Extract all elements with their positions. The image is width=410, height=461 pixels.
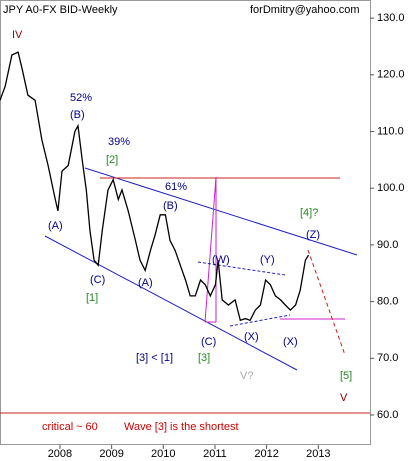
y-tick-label: 60.0 [377, 409, 398, 421]
wxy-line [229, 314, 291, 327]
annotation: (C) [90, 274, 105, 286]
y-tick-label: 110.0 [377, 125, 404, 137]
annotation: (C) [201, 336, 216, 348]
annotation: (B) [163, 200, 178, 212]
y-tick-label: 90.0 [377, 239, 398, 251]
annotation: [5] [340, 370, 352, 382]
annotation: [3] < [1] [136, 352, 173, 364]
y-tick-label: 100.0 [377, 182, 405, 194]
annotation: Wave [3] is the shortest [124, 421, 239, 433]
annotation: [2] [106, 154, 118, 166]
x-tick-label: 2013 [306, 448, 330, 460]
x-tick-label: 2008 [48, 448, 72, 460]
annotation: (A) [138, 277, 153, 289]
annotation: V? [240, 370, 253, 382]
annotation: [1] [86, 292, 98, 304]
annotation: (A) [48, 220, 63, 232]
x-tick-label: 2011 [203, 448, 227, 460]
annotation: [3] [198, 352, 210, 364]
y-tick-label: 130.0 [377, 12, 405, 24]
projection [307, 249, 346, 356]
annotation: 61% [165, 181, 187, 193]
chart-title: JPY A0-FX BID-Weekly [3, 4, 118, 16]
source: forDmitry@yahoo.com [250, 4, 360, 16]
y-tick-label: 80.0 [377, 295, 398, 307]
annotation: (W) [212, 254, 230, 266]
annotation: ~ 60 [76, 421, 98, 433]
x-tick-label: 2009 [99, 448, 123, 460]
annotation: IV [12, 29, 23, 41]
lower-channel [44, 235, 298, 371]
x-tick-label: 2012 [254, 448, 278, 460]
annotation: V [340, 392, 348, 404]
annotation: critical [42, 421, 73, 433]
annotation: (B) [70, 109, 85, 121]
y-tick-label: 120.0 [377, 69, 405, 81]
annotation: (Z) [306, 229, 320, 241]
upper-channel [84, 167, 358, 256]
fib-line [204, 176, 217, 323]
plot-frame [0, 0, 371, 445]
annotation: [4]? [300, 207, 318, 219]
y-tick-label: 70.0 [377, 352, 398, 364]
annotation: (X) [283, 336, 298, 348]
annotation: (X) [244, 331, 259, 343]
x-tick-label: 2010 [151, 448, 175, 460]
annotation: (Y) [260, 254, 275, 266]
annotation: 52% [70, 92, 92, 104]
price-line [0, 51, 310, 322]
annotation: 39% [108, 136, 130, 148]
